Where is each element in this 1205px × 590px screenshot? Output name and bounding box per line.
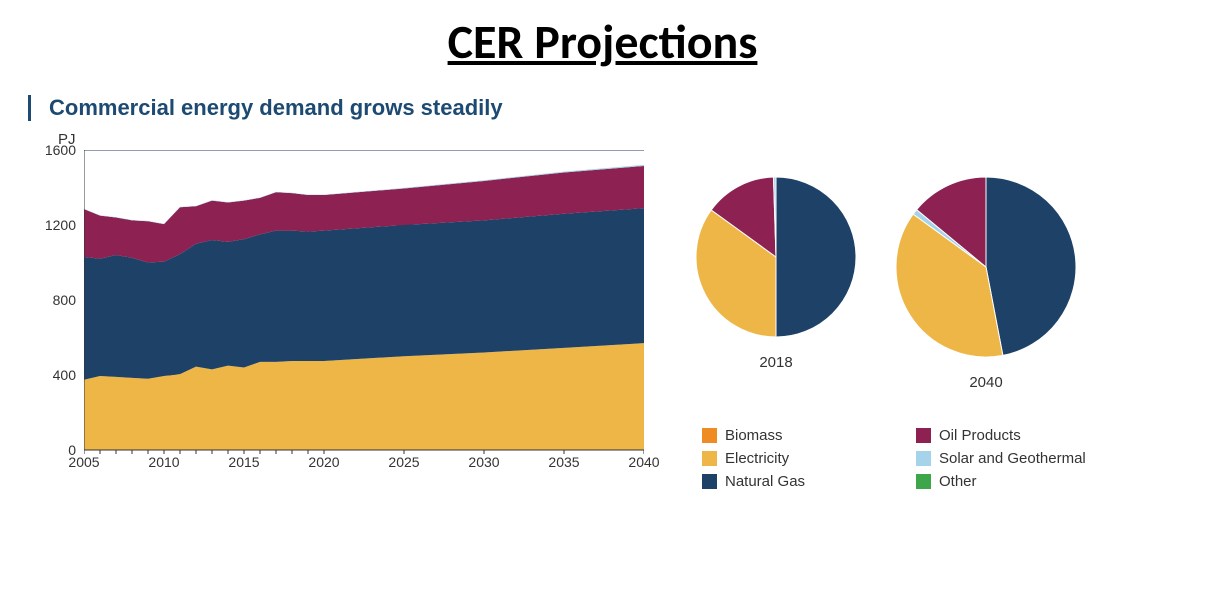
x-tick-label: 2005 — [68, 454, 99, 470]
y-tick-label: 800 — [53, 292, 76, 308]
legend-swatch-other — [916, 474, 931, 489]
pie-svg-2018 — [694, 175, 858, 339]
pie-2040: 2040 — [894, 175, 1078, 391]
x-tick-label: 2015 — [228, 454, 259, 470]
x-tick-label: 2020 — [308, 454, 339, 470]
left-panel: Commercial energy demand grows steadily … — [20, 87, 660, 490]
pie-slice-natural_gas — [986, 177, 1076, 355]
legend-item-natural_gas: Natural Gas — [702, 473, 898, 490]
pie-row: 2018 2040 — [694, 175, 1185, 391]
legend-swatch-natural_gas — [702, 474, 717, 489]
pie-slice-natural_gas — [776, 177, 856, 337]
page-title: CER Projections — [0, 0, 1205, 79]
legend-item-electricity: Electricity — [702, 450, 898, 467]
legend-swatch-biomass — [702, 428, 717, 443]
area-chart-svg — [84, 150, 644, 454]
pie-label: 2018 — [694, 354, 858, 371]
legend-label: Oil Products — [939, 427, 1021, 444]
x-axis-ticks: 20052010201520202025203020352040 — [84, 454, 644, 474]
legend-item-oil_products: Oil Products — [916, 427, 1112, 444]
x-tick-label: 2010 — [148, 454, 179, 470]
x-tick-label: 2040 — [628, 454, 659, 470]
legend: Biomass Oil Products Electricity Solar and … — [702, 427, 1112, 490]
chart-title: Commercial energy demand grows steadily — [28, 95, 660, 121]
legend-label: Electricity — [725, 450, 789, 467]
x-tick-label: 2030 — [468, 454, 499, 470]
y-axis-unit: PJ — [58, 131, 660, 148]
legend-swatch-oil_products — [916, 428, 931, 443]
pie-label: 2040 — [894, 374, 1078, 391]
pie-2018: 2018 — [694, 175, 858, 391]
legend-label: Biomass — [725, 427, 783, 444]
legend-item-biomass: Biomass — [702, 427, 898, 444]
legend-swatch-electricity — [702, 451, 717, 466]
y-tick-label: 1600 — [45, 142, 76, 158]
y-tick-label: 1200 — [45, 217, 76, 233]
pie-svg-2040 — [894, 175, 1078, 359]
legend-item-other: Other — [916, 473, 1112, 490]
legend-label: Solar and Geothermal — [939, 450, 1086, 467]
legend-label: Other — [939, 473, 977, 490]
x-tick-label: 2035 — [548, 454, 579, 470]
legend-swatch-solar_geo — [916, 451, 931, 466]
area-chart: 040080012001600 200520102015202020252030… — [38, 150, 660, 490]
y-tick-label: 400 — [53, 367, 76, 383]
legend-label: Natural Gas — [725, 473, 805, 490]
legend-item-solar_geo: Solar and Geothermal — [916, 450, 1112, 467]
x-tick-label: 2025 — [388, 454, 419, 470]
y-axis-ticks: 040080012001600 — [36, 150, 82, 450]
right-panel: 2018 2040 Biomass Oil Products Electricity S… — [660, 87, 1185, 490]
content-row: Commercial energy demand grows steadily … — [0, 79, 1205, 490]
